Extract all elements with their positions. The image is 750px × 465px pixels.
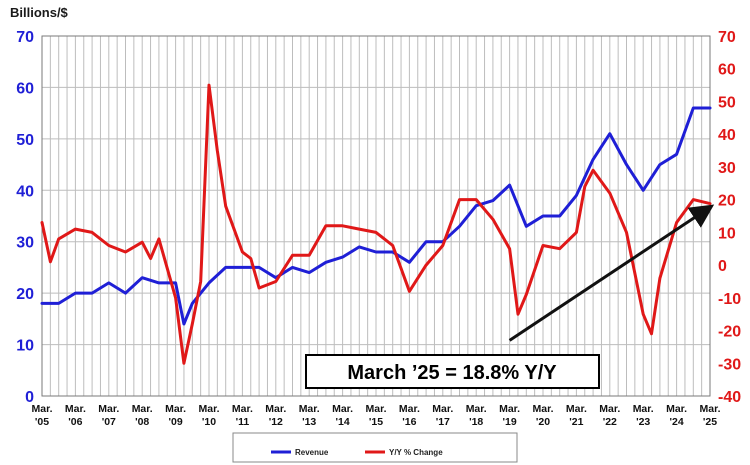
x-tick-label-year: '18 — [469, 416, 483, 428]
right-tick-label: -40 — [718, 389, 741, 406]
trend-arrow — [508, 204, 715, 342]
legend-box — [232, 432, 518, 463]
x-tick-label-month: Mar. — [566, 403, 587, 415]
x-tick-label-year: '20 — [536, 416, 550, 428]
right-tick-label: 40 — [718, 127, 736, 144]
left-tick-label: 40 — [16, 183, 34, 200]
x-tick-label-month: Mar. — [365, 403, 386, 415]
x-tick-label-month: Mar. — [299, 403, 320, 415]
x-tick-label-year: '23 — [636, 416, 650, 428]
x-tick-label-month: Mar. — [666, 403, 687, 415]
x-tick-label-month: Mar. — [132, 403, 153, 415]
right-tick-label: 0 — [718, 258, 727, 275]
x-tick-label-year: '11 — [236, 416, 250, 428]
x-tick-label-month: Mar. — [165, 403, 186, 415]
x-tick-label-year: '22 — [603, 416, 617, 428]
x-tick-label-month: Mar. — [399, 403, 420, 415]
right-tick-label: 50 — [718, 94, 736, 111]
x-tick-label-year: '14 — [336, 416, 350, 428]
left-tick-label: 60 — [16, 80, 34, 97]
right-tick-label: -20 — [718, 324, 741, 341]
right-tick-label: 70 — [718, 29, 736, 46]
legend-label-yoy: Y/Y % Change — [389, 448, 443, 457]
x-tick-label-month: Mar. — [31, 403, 52, 415]
x-tick-label-year: '15 — [369, 416, 383, 428]
legend-label-revenue: Revenue — [295, 448, 329, 457]
left-tick-label: 0 — [25, 389, 34, 406]
x-tick-label-year: '25 — [703, 416, 717, 428]
right-tick-label: 60 — [718, 62, 736, 79]
right-tick-label: 20 — [718, 193, 736, 210]
right-tick-label: 10 — [718, 225, 736, 242]
x-tick-label-year: '17 — [436, 416, 450, 428]
legend: Revenue Y/Y % Change — [232, 432, 518, 463]
x-tick-label-year: '08 — [135, 416, 149, 428]
gridlines — [41, 35, 711, 397]
left-tick-label: 50 — [16, 132, 34, 149]
x-tick-label-month: Mar. — [699, 403, 720, 415]
x-tick-label-year: '06 — [68, 416, 82, 428]
x-tick-label-month: Mar. — [65, 403, 86, 415]
x-tick-label-month: Mar. — [532, 403, 553, 415]
left-tick-label: 20 — [16, 286, 34, 303]
right-tick-label: 30 — [718, 160, 736, 177]
annotation: March ’25 = 18.8% Y/Y — [305, 204, 715, 389]
x-tick-label-year: '10 — [202, 416, 216, 428]
x-tick-label-year: '05 — [35, 416, 49, 428]
x-tick-label-month: Mar. — [332, 403, 353, 415]
right-y-axis: -40 -30 -20 -10 0 10 20 30 40 50 60 70 — [718, 29, 741, 406]
x-tick-label-year: '24 — [670, 416, 684, 428]
x-tick-label-month: Mar. — [232, 403, 253, 415]
x-tick-label-month: Mar. — [265, 403, 286, 415]
x-tick-label-year: '16 — [402, 416, 416, 428]
left-tick-label: 70 — [16, 29, 34, 46]
left-tick-label: 30 — [16, 235, 34, 252]
x-tick-label-year: '21 — [569, 416, 583, 428]
left-axis-title: Billions/$ — [10, 5, 69, 20]
left-y-axis: 0 10 20 30 40 50 60 70 — [16, 29, 34, 406]
x-axis: Mar.'05Mar.'06Mar.'07Mar.'08Mar.'09Mar.'… — [31, 403, 720, 428]
right-tick-label: -30 — [718, 356, 741, 373]
x-tick-label-month: Mar. — [633, 403, 654, 415]
series-lines — [40, 83, 712, 365]
x-tick-label-year: '07 — [102, 416, 116, 428]
right-tick-label: -10 — [718, 291, 741, 308]
annotation-box — [305, 354, 600, 389]
x-tick-label-month: Mar. — [98, 403, 119, 415]
revenue-line — [40, 106, 712, 326]
yoy-change-line — [40, 83, 712, 365]
x-tick-label-month: Mar. — [499, 403, 520, 415]
x-tick-label-year: '12 — [269, 416, 283, 428]
x-tick-label-month: Mar. — [198, 403, 219, 415]
left-tick-label: 10 — [16, 338, 34, 355]
x-tick-label-year: '09 — [169, 416, 183, 428]
x-tick-label-year: '13 — [302, 416, 316, 428]
x-tick-label-month: Mar. — [432, 403, 453, 415]
x-tick-label-month: Mar. — [466, 403, 487, 415]
x-tick-label-month: Mar. — [599, 403, 620, 415]
annotation-text: March ’25 = 18.8% Y/Y — [347, 362, 557, 384]
x-tick-label-year: '19 — [503, 416, 517, 428]
